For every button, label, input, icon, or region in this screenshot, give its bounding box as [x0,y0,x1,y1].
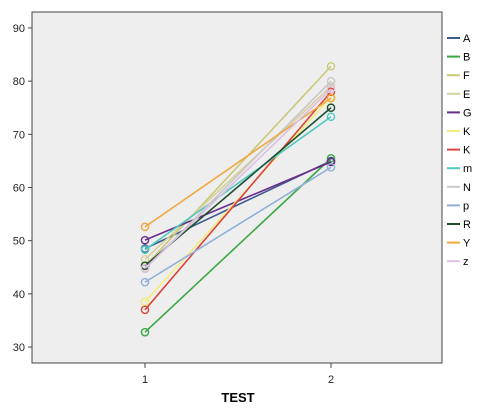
legend-label: E [463,89,470,101]
data-point [326,112,336,122]
data-point [326,61,336,71]
x-tick-label: 2 [328,374,334,386]
data-point [326,93,336,103]
series-12 [140,84,336,273]
x-tick-label: 1 [142,374,148,386]
series-line [144,88,332,269]
legend-label: B [463,52,470,64]
legend-item: m [447,163,472,175]
series-line [144,96,332,303]
legend-label: F [463,70,470,82]
legend-item: B [447,52,470,64]
legend-item: F [447,70,470,82]
y-tick-label: 90 [13,23,25,35]
y-axis: 30 40 50 60 70 80 90 [13,23,32,354]
data-point [326,153,336,163]
data-point [326,157,336,167]
series-layer [140,61,336,337]
series-9 [140,162,336,287]
legend-label: p [463,200,469,212]
legend-label: N [463,182,471,194]
data-point [140,222,150,232]
legend-label: K [463,126,471,138]
legend-item: K [447,126,471,138]
legend-label: z [463,256,469,268]
y-tick-label: 60 [13,183,25,195]
legend-item: N [447,182,471,194]
legend-item: K [447,145,471,157]
series-line [144,116,332,251]
data-point [140,254,150,264]
legend-item: Y [447,238,471,250]
legend-item: A [447,33,471,45]
series-line [144,91,332,311]
legend-item: z [447,256,469,268]
y-tick-label: 70 [13,129,25,141]
legend-item: p [447,200,469,212]
legend-label: Y [463,238,471,250]
series-line [144,65,332,267]
data-point [326,162,336,172]
legend-label: G [463,107,472,119]
series-line [144,166,332,283]
data-point [140,277,150,287]
data-point [140,245,150,255]
data-point [326,103,336,113]
legend-label: K [463,145,471,157]
legend-item: R [447,219,471,231]
y-tick-label: 30 [13,342,25,354]
series-7 [140,112,336,255]
data-point [326,76,336,86]
data-point [140,264,150,273]
x-axis-title: TEST [221,390,254,405]
series-3 [140,82,336,264]
data-point [140,235,150,245]
legend-label: R [463,219,471,231]
legend-item: E [447,89,470,101]
data-point [140,327,150,337]
data-point [140,305,150,315]
legend-label: m [463,163,472,175]
y-tick-label: 80 [13,76,25,88]
data-point [326,84,336,94]
legend-label: A [463,33,471,45]
series-line [144,85,332,260]
y-tick-label: 40 [13,289,25,301]
data-point [140,297,150,307]
legend-item: G [447,107,472,119]
y-tick-label: 50 [13,236,25,248]
